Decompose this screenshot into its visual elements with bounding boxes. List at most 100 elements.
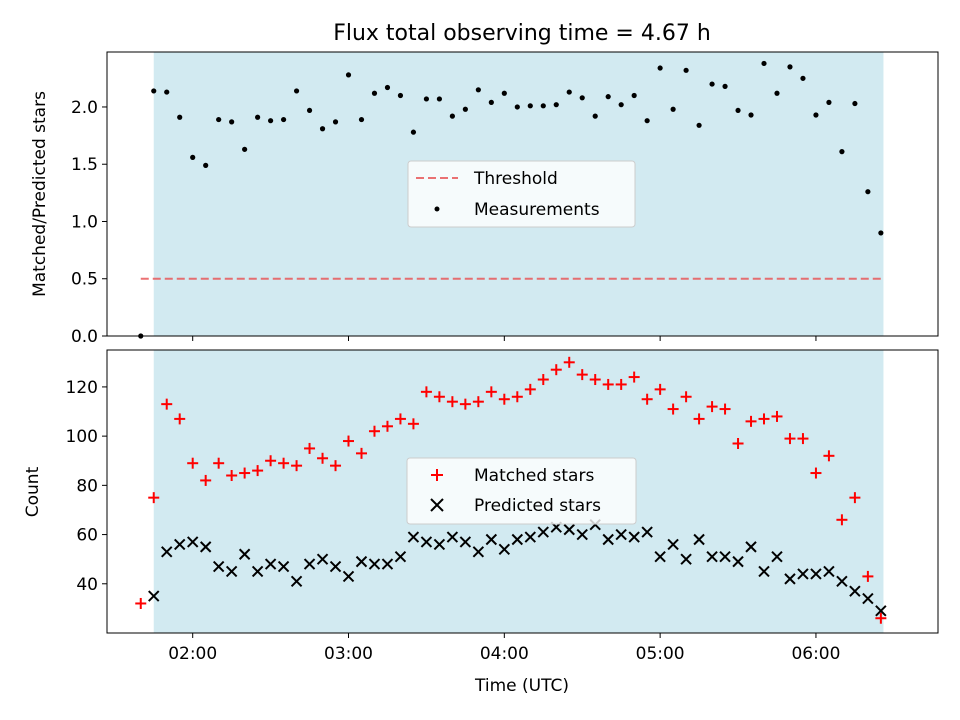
matched-star-point	[355, 447, 367, 459]
top-panel: 0.00.51.01.52.0 Matched/Predicted stars …	[30, 51, 939, 347]
predicted-star-point	[186, 536, 199, 548]
matched-star-point	[187, 457, 199, 469]
predicted-marker-b	[641, 526, 653, 538]
matched-star-point	[226, 470, 238, 482]
predicted-star-point	[199, 541, 212, 553]
predicted-marker-b	[537, 526, 549, 538]
predicted-marker-b	[148, 590, 160, 602]
predicted-stars-series	[148, 519, 887, 617]
predicted-star-point	[745, 541, 757, 553]
predicted-star-point	[264, 558, 277, 570]
x-tick-label: 02:00	[168, 644, 217, 664]
predicted-star-point	[355, 555, 368, 568]
matched-star-point	[239, 467, 251, 479]
measurement-point	[813, 112, 819, 118]
predicted-marker-b	[576, 528, 588, 541]
matched-star-point	[291, 460, 303, 472]
predicted-star-point	[706, 551, 718, 563]
bottom-x-axis-ticks: 02:00 03:00 04:00 05:00 06:00	[168, 633, 840, 664]
predicted-marker-b	[771, 551, 783, 563]
predicted-marker-b	[368, 558, 381, 570]
predicted-star-point	[667, 538, 679, 551]
predicted-marker-b	[446, 531, 459, 543]
top-plot-frame	[106, 51, 939, 337]
measurement-point	[761, 60, 767, 67]
predicted-star-point	[719, 551, 731, 563]
predicted-star-point	[498, 543, 511, 556]
measurement-point	[332, 119, 339, 125]
matched-star-point	[135, 597, 147, 609]
bottom-y-axis-label: Count	[23, 466, 43, 517]
matched-star-point	[174, 413, 186, 425]
measurement-point	[683, 67, 689, 73]
predicted-star-point	[368, 558, 381, 570]
predicted-star-point	[797, 568, 809, 580]
predicted-marker-b	[836, 575, 848, 588]
predicted-star-point	[161, 546, 173, 558]
predicted-star-point	[342, 570, 355, 583]
matched-star-point	[200, 474, 212, 486]
measurement-point	[293, 88, 300, 94]
matched-star-point	[628, 371, 640, 383]
predicted-star-point	[446, 531, 459, 543]
matched-star-point	[563, 356, 575, 368]
predicted-marker-b	[706, 551, 718, 563]
x-tick-label: 05:00	[636, 644, 685, 664]
predicted-marker-b	[316, 553, 329, 565]
matched-star-point	[719, 403, 731, 415]
measurement-point	[852, 100, 858, 107]
measurement-point	[800, 75, 806, 81]
predicted-star-point	[381, 558, 394, 570]
matched-star-point	[732, 438, 744, 450]
measurement-point	[436, 96, 442, 102]
predicted-star-point	[576, 528, 588, 541]
predicted-star-point	[836, 575, 848, 588]
predicted-marker-b	[563, 523, 575, 536]
predicted-star-point	[602, 533, 614, 546]
predicted-marker-b	[784, 573, 796, 585]
predicted-star-point	[784, 573, 796, 585]
matched-star-point	[810, 467, 822, 479]
legend-matched-swatch	[431, 469, 443, 481]
predicted-marker-b	[667, 538, 679, 551]
matched-star-point	[381, 420, 393, 432]
legend-measurements-label: Measurements	[474, 200, 600, 220]
legend-matched-label: Matched stars	[474, 466, 594, 486]
legend-measurements-swatch	[434, 206, 440, 212]
predicted-star-point	[654, 551, 666, 563]
predicted-star-point	[290, 575, 303, 588]
predicted-star-point	[433, 538, 446, 551]
predicted-star-point	[524, 531, 536, 543]
predicted-star-point	[277, 560, 290, 573]
legend-predicted-swatch	[430, 498, 444, 512]
bottom-y-axis-ticks: 40 60 80 100 120	[66, 378, 107, 595]
predicted-star-point	[407, 531, 420, 543]
predicted-star-point	[148, 590, 160, 602]
measurement-point	[229, 119, 235, 125]
predicted-marker-b	[238, 548, 251, 560]
predicted-star-point	[758, 565, 770, 578]
measurement-point	[475, 87, 481, 93]
matched-star-point	[407, 418, 419, 430]
x-tick-label: 04:00	[480, 644, 529, 664]
predicted-star-point	[459, 536, 472, 548]
measurement-point	[268, 118, 274, 124]
chart-title: Flux total observing time = 4.67 h	[333, 21, 711, 46]
matched-star-point	[511, 391, 523, 403]
measurement-point	[878, 230, 884, 236]
matched-star-point	[862, 570, 874, 582]
measurement-point	[190, 154, 196, 160]
x-tick-label: 06:00	[791, 644, 840, 664]
predicted-marker-b	[407, 531, 420, 543]
measurement-point	[657, 65, 663, 71]
predicted-marker-b	[810, 568, 822, 580]
measurement-point	[735, 107, 741, 114]
measurement-point	[501, 90, 507, 96]
predicted-marker-b	[394, 551, 407, 563]
measurement-point	[151, 88, 157, 94]
matched-star-point	[213, 457, 225, 469]
predicted-marker-b	[693, 533, 705, 546]
predicted-marker-b	[472, 546, 485, 558]
measurement-point	[410, 129, 417, 135]
